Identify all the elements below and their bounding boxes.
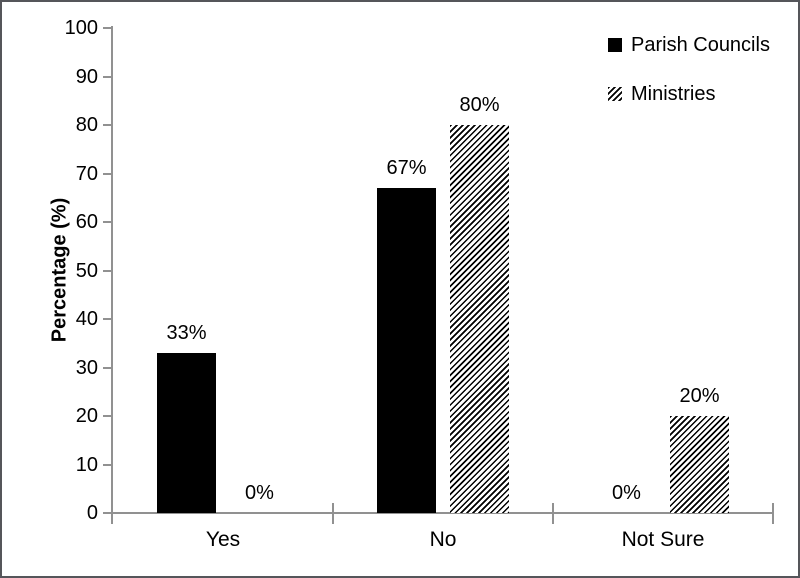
x-category-label-yes: Yes [205, 528, 241, 551]
data-label-parish-councils-no: 67% [386, 157, 427, 179]
bar-ministries-not-sure [670, 416, 729, 513]
x-tick [772, 503, 774, 524]
y-tick-label: 40 [75, 308, 98, 330]
y-tick [103, 415, 111, 417]
x-category-label-not-sure: Not Sure [621, 528, 705, 551]
y-tick [103, 512, 111, 514]
legend: Parish Councils Ministries [608, 34, 770, 105]
legend-item-ministries: Ministries [608, 83, 770, 105]
y-tick-label: 20 [75, 405, 98, 427]
data-label-ministries-no: 80% [459, 94, 500, 116]
data-label-parish-councils-not-sure: 0% [612, 482, 641, 504]
y-tick-label: 90 [75, 65, 98, 88]
solid-square-swatch-icon [608, 38, 622, 52]
bar-parish-councils-no [377, 188, 436, 513]
bar-parish-councils-yes [157, 353, 216, 513]
y-tick [103, 463, 111, 466]
x-axis-line [105, 512, 774, 514]
y-tick [103, 27, 111, 29]
y-axis-line [111, 26, 113, 524]
y-tick [103, 172, 111, 175]
y-tick-label: 80 [75, 114, 98, 136]
y-tick-label: 70 [75, 162, 98, 185]
x-tick [332, 503, 334, 524]
y-tick [103, 318, 111, 320]
bar-ministries-no [450, 125, 509, 513]
y-tick [103, 269, 111, 272]
y-tick-label: 10 [75, 453, 98, 476]
y-tick-label: 60 [75, 211, 98, 233]
data-label-ministries-yes: 0% [245, 482, 274, 504]
y-tick-label: 0 [86, 502, 98, 524]
y-tick-label: 30 [75, 356, 98, 379]
y-tick-label: 100 [64, 17, 98, 39]
hatched-square-swatch-icon [608, 87, 622, 101]
y-tick [103, 221, 111, 223]
legend-item-parish-councils: Parish Councils [608, 34, 770, 56]
data-label-parish-councils-yes: 33% [166, 322, 207, 344]
y-tick [103, 366, 111, 369]
legend-label-ministries: Ministries [631, 83, 716, 105]
y-tick [103, 124, 111, 126]
y-tick-label: 50 [75, 259, 98, 282]
y-tick [103, 75, 111, 78]
legend-label-parish-councils: Parish Councils [631, 34, 770, 56]
data-label-ministries-not-sure: 20% [679, 385, 720, 407]
x-category-label-no: No [429, 528, 457, 551]
x-tick [552, 503, 554, 524]
